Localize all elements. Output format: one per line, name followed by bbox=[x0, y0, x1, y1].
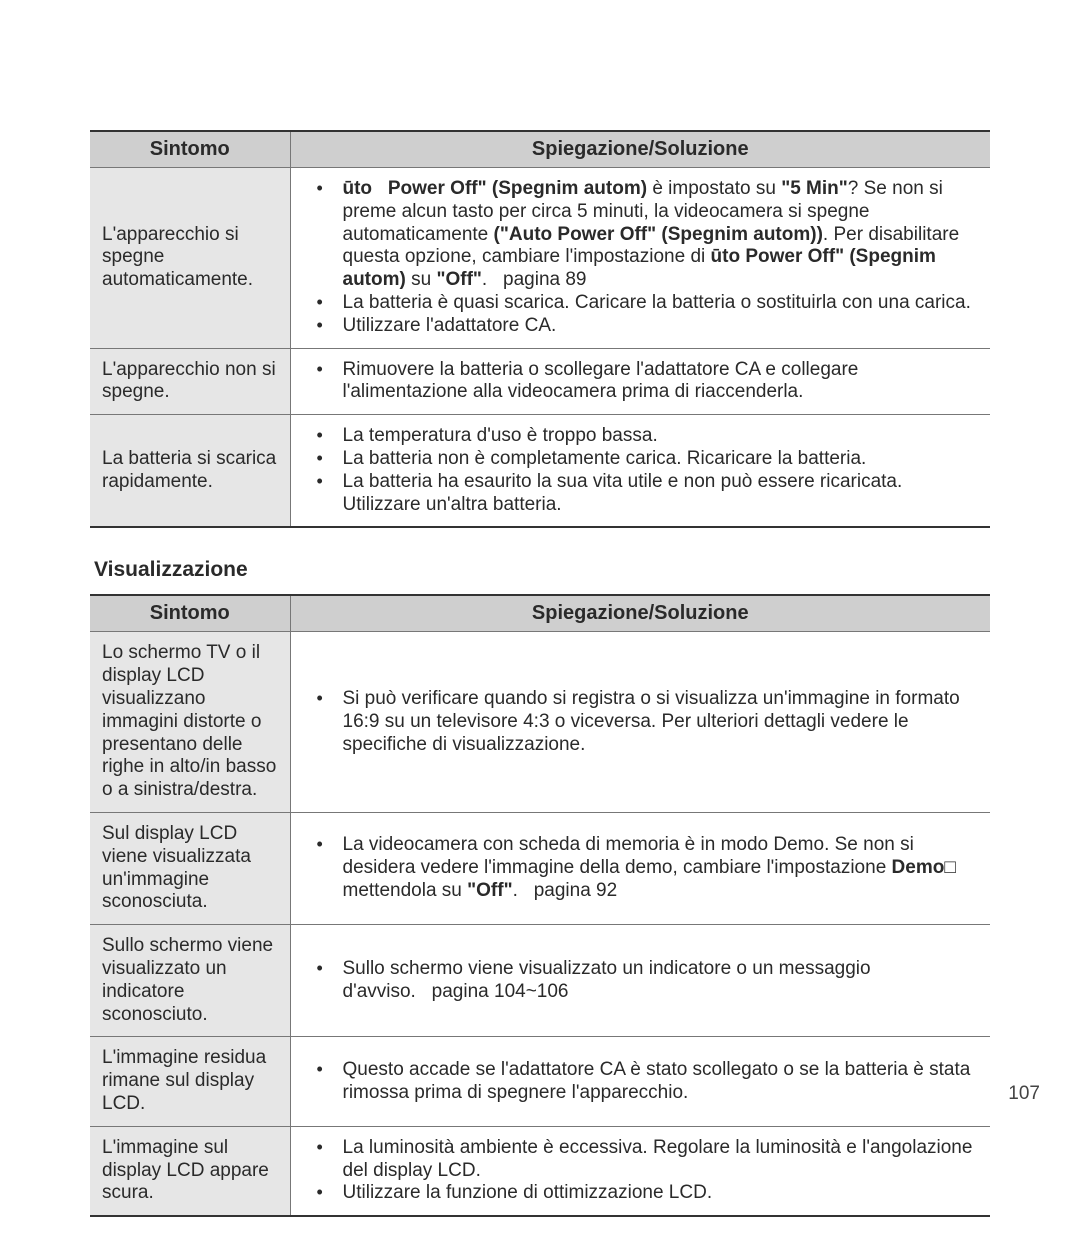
explanation-cell: Questo accade se l'adattatore CA è stato… bbox=[290, 1037, 990, 1126]
troubleshoot-table-1: Sintomo Spiegazione/Soluzione L'apparecc… bbox=[90, 130, 990, 528]
document-page: Sintomo Spiegazione/Soluzione L'apparecc… bbox=[0, 0, 1080, 1217]
explanation-item: La videocamera con scheda di memoria è i… bbox=[327, 834, 979, 902]
explanation-item: Sullo schermo viene visualizzato un indi… bbox=[327, 958, 979, 1004]
explanation-item: La batteria non è completamente carica. … bbox=[327, 448, 979, 471]
table2-body: Lo schermo TV o il display LCD visualizz… bbox=[90, 632, 990, 1216]
symptom-cell: Lo schermo TV o il display LCD visualizz… bbox=[90, 632, 290, 813]
explanation-cell: ūto Power Off" (Spegnim autom) è imposta… bbox=[290, 168, 990, 349]
explanation-cell: La videocamera con scheda di memoria è i… bbox=[290, 812, 990, 924]
explanation-item: Utilizzare l'adattatore CA. bbox=[327, 315, 979, 338]
header-symptom: Sintomo bbox=[90, 595, 290, 632]
section-title-visualizzazione: Visualizzazione bbox=[94, 558, 990, 582]
explanation-item: La temperatura d'uso è troppo bassa. bbox=[327, 425, 979, 448]
explanation-cell: La luminosità ambiente è eccessiva. Rego… bbox=[290, 1126, 990, 1216]
header-explanation: Spiegazione/Soluzione bbox=[290, 131, 990, 168]
troubleshoot-table-2: Sintomo Spiegazione/Soluzione Lo schermo… bbox=[90, 594, 990, 1217]
explanation-item: La batteria ha esaurito la sua vita util… bbox=[327, 471, 979, 517]
explanation-item: La luminosità ambiente è eccessiva. Rego… bbox=[327, 1137, 979, 1183]
explanation-item: Rimuovere la batteria o scollegare l'ada… bbox=[327, 359, 979, 405]
explanation-item: Si può verificare quando si registra o s… bbox=[327, 688, 979, 756]
symptom-cell: L'immagine residua rimane sul display LC… bbox=[90, 1037, 290, 1126]
table1-body: L'apparecchio si spegne automaticamente.… bbox=[90, 168, 990, 528]
symptom-cell: L'apparecchio non si spegne. bbox=[90, 348, 290, 415]
explanation-item: La batteria è quasi scarica. Caricare la… bbox=[327, 292, 979, 315]
symptom-cell: L'apparecchio si spegne automaticamente. bbox=[90, 168, 290, 349]
explanation-cell: Sullo schermo viene visualizzato un indi… bbox=[290, 925, 990, 1037]
explanation-item: ūto Power Off" (Spegnim autom) è imposta… bbox=[327, 178, 979, 292]
explanation-cell: Rimuovere la batteria o scollegare l'ada… bbox=[290, 348, 990, 415]
header-symptom: Sintomo bbox=[90, 131, 290, 168]
symptom-cell: L'immagine sul display LCD appare scura. bbox=[90, 1126, 290, 1216]
explanation-item: Utilizzare la funzione di ottimizzazione… bbox=[327, 1182, 979, 1205]
page-number: 107 bbox=[1008, 1083, 1040, 1105]
symptom-cell: La batteria si scarica rapidamente. bbox=[90, 415, 290, 528]
explanation-item: Questo accade se l'adattatore CA è stato… bbox=[327, 1059, 979, 1105]
explanation-cell: La temperatura d'uso è troppo bassa.La b… bbox=[290, 415, 990, 528]
symptom-cell: Sullo schermo viene visualizzato un indi… bbox=[90, 925, 290, 1037]
symptom-cell: Sul display LCD viene visualizzata un'im… bbox=[90, 812, 290, 924]
explanation-cell: Si può verificare quando si registra o s… bbox=[290, 632, 990, 813]
header-explanation: Spiegazione/Soluzione bbox=[290, 595, 990, 632]
